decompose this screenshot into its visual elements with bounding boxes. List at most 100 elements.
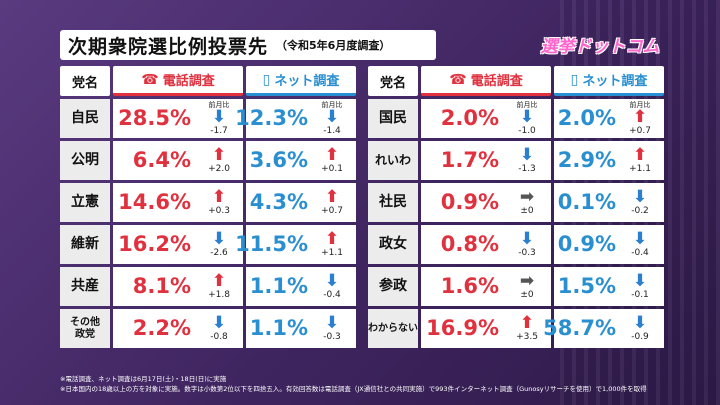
net-diff: +1.1 <box>629 164 651 174</box>
net-value-cell: 3.6% ⬆ +0.1 <box>246 141 356 180</box>
net-percent: 12.3% <box>235 106 308 130</box>
net-percent: 4.3% <box>249 190 308 214</box>
header-phone-label: 電話調査 <box>470 74 523 89</box>
phone-percent: 8.1% <box>132 274 191 298</box>
net-diff: -0.9 <box>631 332 649 342</box>
phone-value-cell: 1.7% ⬇ -1.3 <box>421 141 551 180</box>
table-row: わからない 16.9% ⬆ +3.5 58.7% ⬇ -0.9 <box>368 309 664 348</box>
phone-change: ⬆ +1.8 <box>199 267 239 306</box>
page-subtitle: （令和5年6月度調査） <box>276 39 391 52</box>
net-diff: +0.7 <box>629 126 651 136</box>
phone-diff: -1.0 <box>518 126 536 136</box>
phone-value-cell: 16.2% ⬇ -2.6 <box>113 225 243 264</box>
phone-percent: 0.8% <box>440 232 499 256</box>
arrow-up-icon: ⬆ <box>211 145 227 165</box>
phone-change: ➡ ±0 <box>507 267 547 306</box>
title-box: 次期衆院選比例投票先 （令和5年6月度調査） <box>60 30 436 60</box>
phone-icon: ☎ <box>141 71 159 88</box>
net-change: ⬇ -0.4 <box>312 267 352 306</box>
footnote: ※電話調査、ネット調査は6月17日(土)・18日(日)に実施 <box>60 375 227 383</box>
phone-percent: 14.6% <box>118 190 191 214</box>
phone-change: ⬇ -2.6 <box>199 225 239 264</box>
party-name: れいわ <box>368 141 418 180</box>
phone-icon: ☎ <box>449 71 467 88</box>
net-diff: -0.2 <box>631 206 649 216</box>
arrow-down-icon: ⬇ <box>519 107 535 127</box>
phone-value-cell: 2.0% 前月比 ⬇ -1.0 <box>421 99 551 138</box>
party-name: 国民 <box>368 99 418 138</box>
footnotes: ※電話調査、ネット調査は6月17日(土)・18日(日)に実施 ※日本国内の18歳… <box>60 374 700 394</box>
header-party: 党名 <box>60 66 110 96</box>
header-phone-label: 電話調査 <box>162 74 215 89</box>
table-row: 政女 0.8% ⬇ -0.3 0.9% ⬇ -0.4 <box>368 225 664 264</box>
right-table: 党名 ☎ 電話調査 ▯ ネット調査 国民 2.0% 前月比 ⬇ -1.0 2.0% 前月比 ⬆ +0.7 れ… <box>368 66 664 348</box>
table-row: 国民 2.0% 前月比 ⬇ -1.0 2.0% 前月比 ⬆ +0.7 <box>368 99 664 138</box>
phone-value-cell: 6.4% ⬆ +2.0 <box>113 141 243 180</box>
phone-diff: +1.8 <box>208 290 230 300</box>
arrow-up-icon: ⬆ <box>211 271 227 291</box>
phone-change: 前月比 ⬇ -1.7 <box>199 99 239 138</box>
phone-percent: 0.9% <box>440 190 499 214</box>
net-diff: -0.4 <box>323 290 341 300</box>
table-row: 維新 16.2% ⬇ -2.6 11.5% ⬆ +1.1 <box>60 225 356 264</box>
phone-diff: -0.8 <box>210 332 228 342</box>
change-label: 前月比 <box>516 101 538 109</box>
header-phone: ☎ 電話調査 <box>113 66 243 96</box>
net-percent: 1.1% <box>249 316 308 340</box>
header-net: ▯ ネット調査 <box>246 66 356 96</box>
net-change: ⬆ +1.1 <box>620 141 660 180</box>
table-row: れいわ 1.7% ⬇ -1.3 2.9% ⬆ +1.1 <box>368 141 664 180</box>
arrow-down-icon: ⬇ <box>211 107 227 127</box>
net-value-cell: 12.3% 前月比 ⬇ -1.4 <box>235 99 356 138</box>
header-row: 党名 ☎ 電話調査 ▯ ネット調査 <box>60 66 356 96</box>
net-diff: -0.4 <box>631 248 649 258</box>
footnote: ※日本国内の18歳以上の方を対象に実施。数字は小数第2位以下を四捨五入。有効回答… <box>60 385 647 393</box>
arrow-down-icon: ⬇ <box>324 271 340 291</box>
arrow-up-icon: ⬆ <box>324 145 340 165</box>
net-change: ⬆ +0.7 <box>312 183 352 222</box>
net-value-cell: 2.9% ⬆ +1.1 <box>554 141 664 180</box>
net-percent: 1.5% <box>557 274 616 298</box>
party-name: 自民 <box>60 99 110 138</box>
phone-change: ⬇ -0.3 <box>507 225 547 264</box>
net-diff: +0.1 <box>321 164 343 174</box>
net-value-cell: 1.1% ⬇ -0.3 <box>246 309 356 348</box>
party-name: 政女 <box>368 225 418 264</box>
phone-change: ➡ ±0 <box>507 183 547 222</box>
arrow-right-icon: ➡ <box>519 187 535 207</box>
page-title: 次期衆院選比例投票先 <box>68 35 269 58</box>
net-percent: 11.5% <box>235 232 308 256</box>
table-row: 共産 8.1% ⬆ +1.8 1.1% ⬇ -0.4 <box>60 267 356 306</box>
phone-change: ⬇ -0.8 <box>199 309 239 348</box>
party-name: その他 政党 <box>60 309 110 348</box>
table-row: 自民 28.5% 前月比 ⬇ -1.7 12.3% 前月比 ⬇ -1.4 <box>60 99 356 138</box>
arrow-up-icon: ⬆ <box>324 187 340 207</box>
arrow-down-icon: ⬇ <box>324 107 340 127</box>
net-diff: -1.4 <box>323 126 341 136</box>
phone-value-cell: 28.5% 前月比 ⬇ -1.7 <box>113 99 243 138</box>
net-value-cell: 58.7% ⬇ -0.9 <box>543 309 664 348</box>
net-change: ⬇ -0.3 <box>312 309 352 348</box>
net-value-cell: 11.5% ⬆ +1.1 <box>235 225 356 264</box>
smartphone-icon: ▯ <box>570 71 579 88</box>
table-row: 公明 6.4% ⬆ +2.0 3.6% ⬆ +0.1 <box>60 141 356 180</box>
party-name: 社民 <box>368 183 418 222</box>
net-percent: 1.1% <box>249 274 308 298</box>
arrow-down-icon: ⬇ <box>632 313 648 333</box>
phone-percent: 1.7% <box>440 148 499 172</box>
arrow-down-icon: ⬇ <box>632 229 648 249</box>
net-percent: 0.1% <box>557 190 616 214</box>
phone-value-cell: 16.9% ⬆ +3.5 <box>421 309 551 348</box>
net-change: ⬇ -0.9 <box>620 309 660 348</box>
header-row: 党名 ☎ 電話調査 ▯ ネット調査 <box>368 66 664 96</box>
header-party: 党名 <box>368 66 418 96</box>
phone-percent: 28.5% <box>118 106 191 130</box>
phone-percent: 16.2% <box>118 232 191 256</box>
net-value-cell: 4.3% ⬆ +0.7 <box>246 183 356 222</box>
net-percent: 58.7% <box>543 316 616 340</box>
party-name: わからない <box>368 309 418 348</box>
phone-diff: -2.6 <box>210 248 228 258</box>
phone-change: ⬇ -1.3 <box>507 141 547 180</box>
net-change: 前月比 ⬆ +0.7 <box>620 99 660 138</box>
phone-change: ⬆ +0.3 <box>199 183 239 222</box>
